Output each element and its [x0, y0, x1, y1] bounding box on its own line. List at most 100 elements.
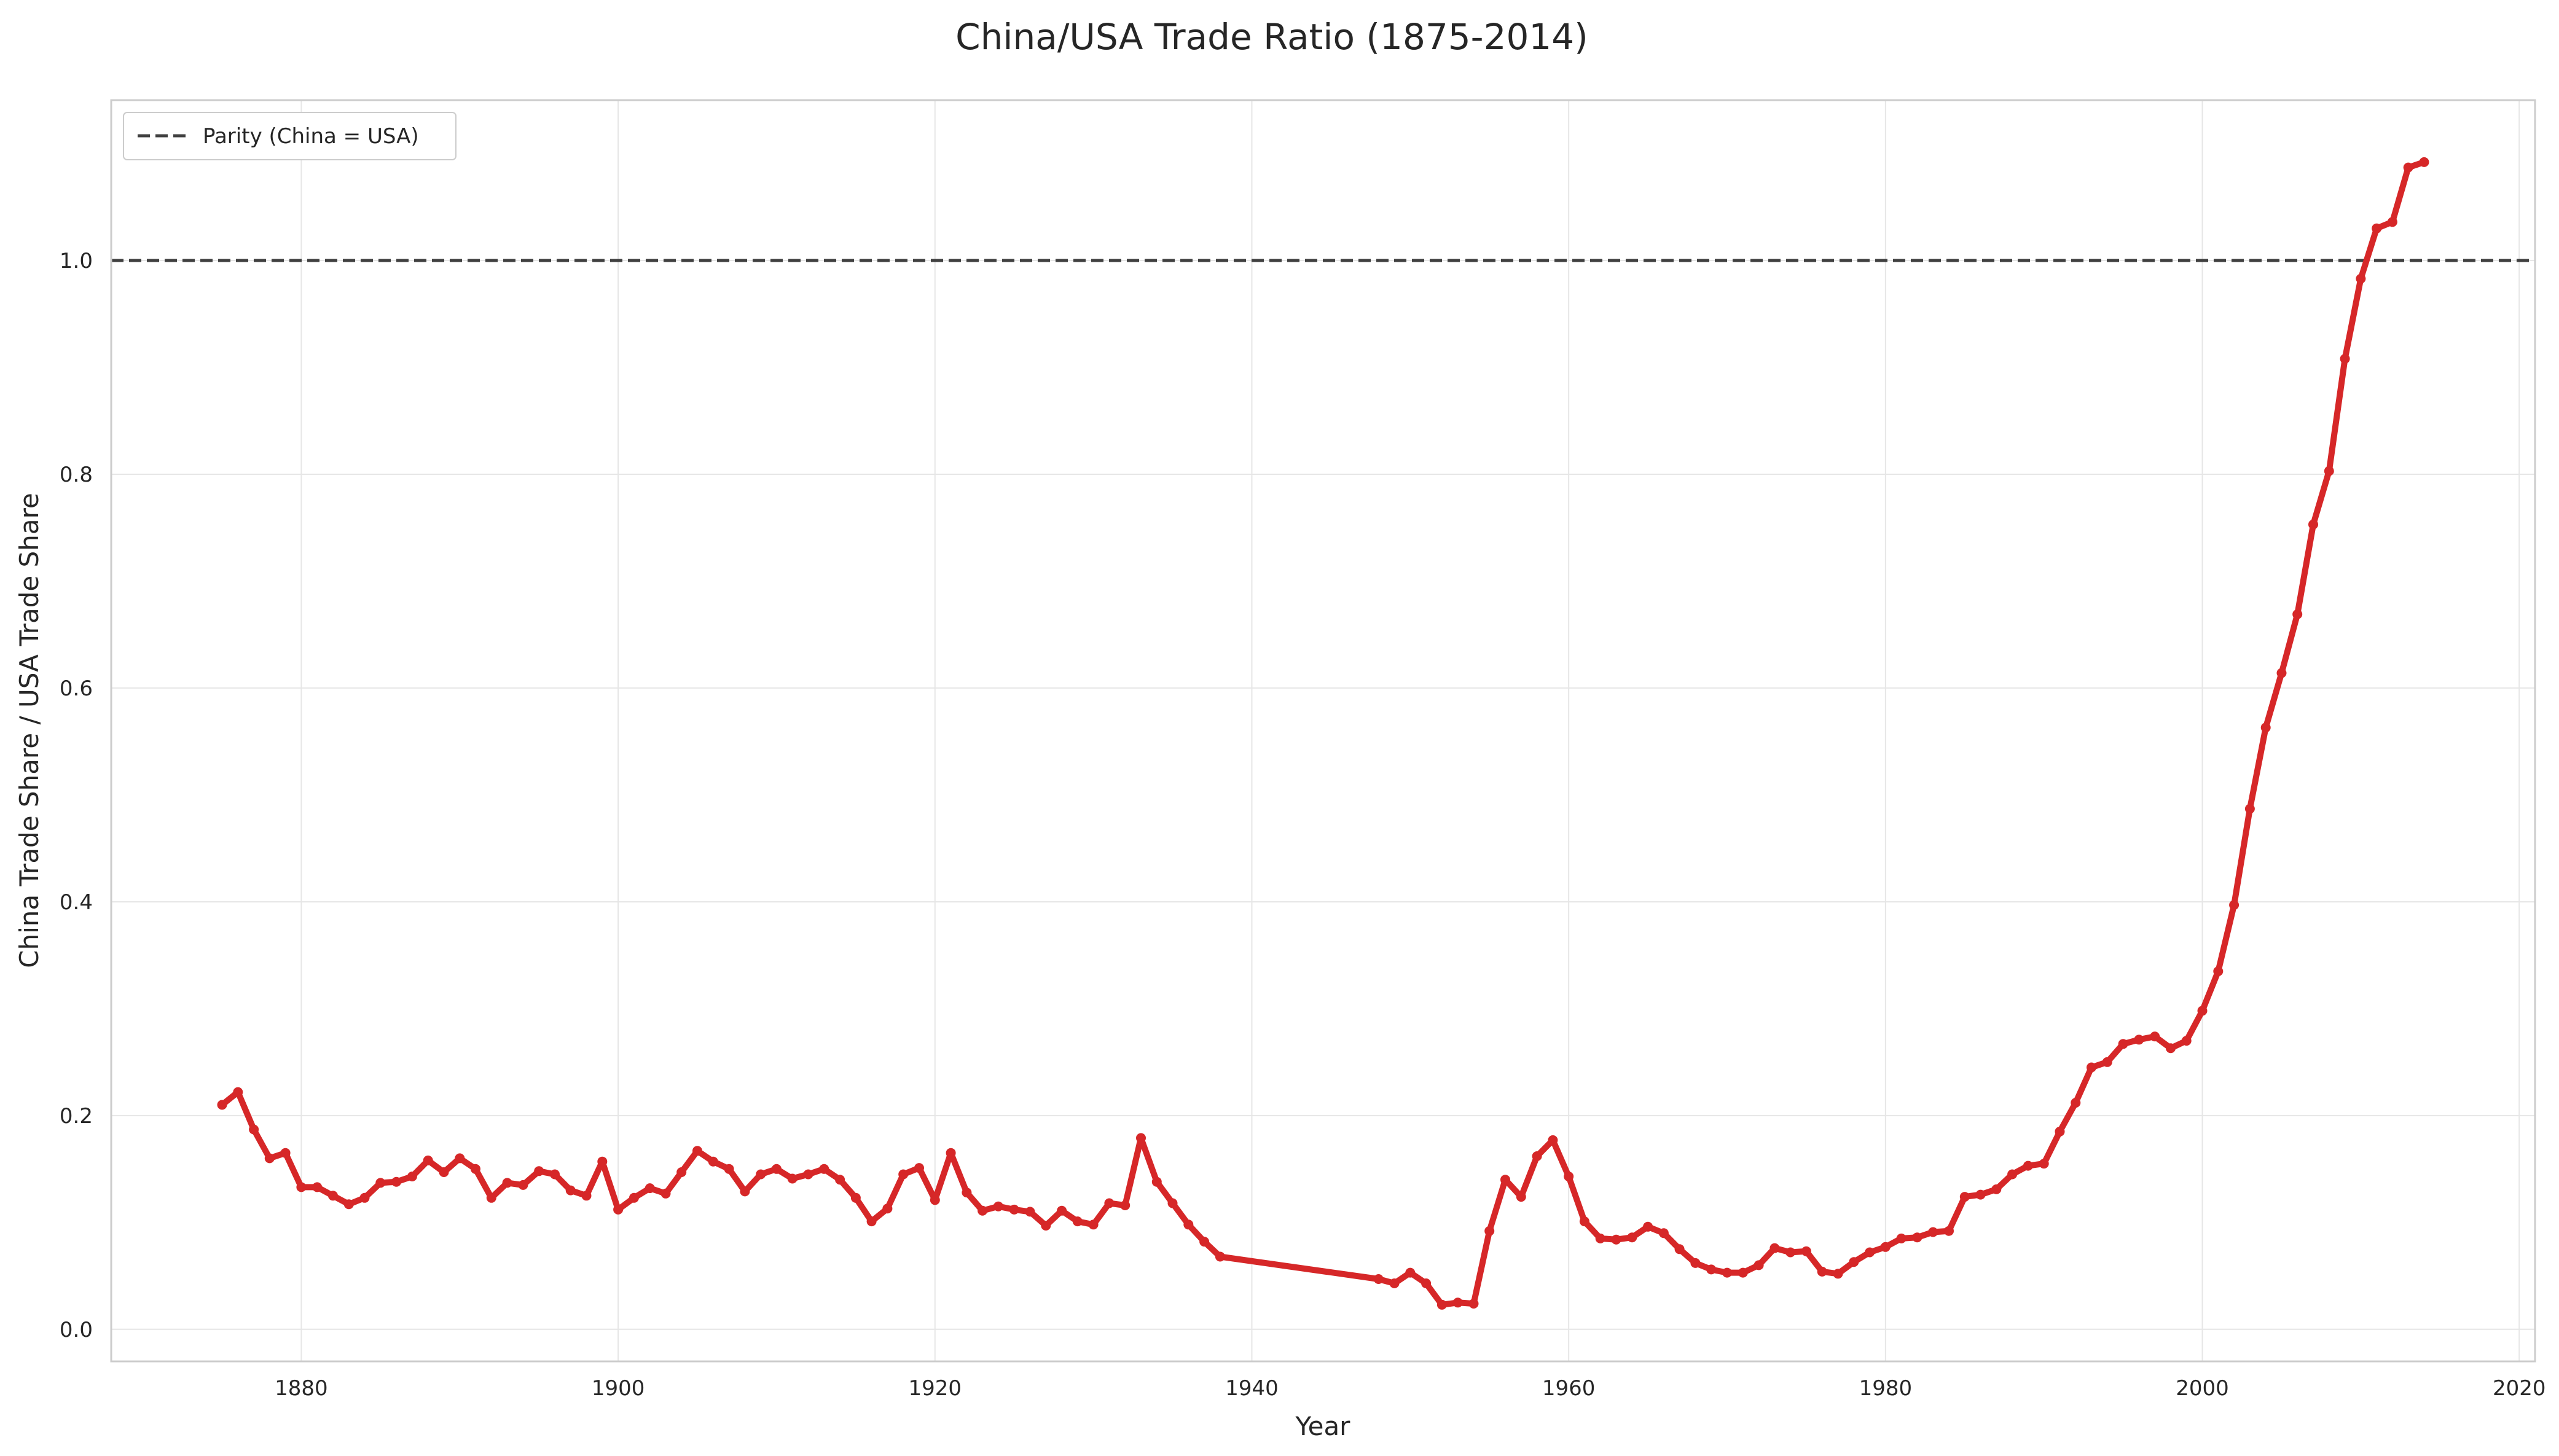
data-point: [1754, 1260, 1764, 1270]
data-point: [993, 1201, 1003, 1211]
data-point: [2023, 1160, 2033, 1171]
data-point: [2134, 1035, 2144, 1045]
data-point: [708, 1156, 718, 1167]
data-point: [1658, 1228, 1669, 1239]
x-tick-label: 2020: [2493, 1376, 2546, 1401]
legend-box: [123, 112, 457, 160]
data-point: [2102, 1057, 2112, 1067]
data-point: [1849, 1257, 1859, 1267]
data-point: [264, 1153, 275, 1164]
data-point: [1579, 1216, 1589, 1227]
data-point: [771, 1164, 782, 1174]
data-point: [581, 1191, 592, 1201]
data-point: [1104, 1198, 1115, 1208]
y-tick-label: 1.0: [60, 249, 93, 273]
data-point: [1627, 1232, 1637, 1243]
data-point: [2055, 1126, 2065, 1137]
data-point: [1436, 1299, 1447, 1310]
data-point: [1120, 1200, 1131, 1210]
series-line: [219, 159, 2428, 1308]
data-point: [1896, 1233, 1907, 1243]
data-point: [1548, 1135, 1558, 1145]
data-point: [2071, 1098, 2081, 1108]
data-point: [217, 1100, 227, 1110]
x-tick-label: 1940: [1225, 1376, 1279, 1401]
data-point: [835, 1175, 845, 1185]
data-point: [2229, 900, 2240, 910]
data-point: [2403, 162, 2413, 173]
data-point: [660, 1188, 671, 1199]
data-point: [2292, 609, 2303, 619]
data-point: [882, 1204, 893, 1214]
data-point: [1975, 1189, 1986, 1200]
data-point: [1738, 1267, 1748, 1278]
data-point: [423, 1155, 433, 1165]
data-point: [2308, 519, 2318, 530]
data-point: [312, 1182, 323, 1192]
y-tick-label: 0.4: [60, 890, 93, 915]
data-point: [1785, 1247, 1796, 1258]
data-point: [2197, 1006, 2208, 1016]
data-point: [1167, 1198, 1178, 1208]
data-point: [740, 1186, 750, 1197]
data-point: [2181, 1036, 2192, 1046]
data-point: [850, 1192, 861, 1203]
data-point: [803, 1169, 813, 1180]
data-point: [1215, 1251, 1225, 1262]
data-point: [1833, 1269, 1843, 1279]
data-point: [787, 1173, 797, 1184]
y-tick-label: 0.2: [60, 1104, 93, 1129]
data-point: [2260, 722, 2271, 733]
data-point: [2419, 157, 2429, 167]
data-point: [1452, 1297, 1463, 1308]
data-point: [2039, 1159, 2049, 1169]
data-point: [645, 1183, 655, 1194]
data-point: [518, 1180, 528, 1190]
data-point: [1500, 1175, 1510, 1185]
data-point: [1643, 1221, 1653, 1232]
data-point: [486, 1192, 496, 1203]
data-point: [471, 1164, 480, 1174]
data-point: [1025, 1207, 1035, 1217]
x-tick-label: 1920: [909, 1376, 962, 1401]
data-point: [613, 1204, 624, 1215]
data-point: [328, 1191, 338, 1201]
data-point: [534, 1166, 544, 1176]
data-point: [2150, 1031, 2160, 1042]
data-point: [375, 1178, 386, 1188]
data-point: [1706, 1264, 1717, 1275]
data-point: [1072, 1216, 1083, 1227]
data-point: [1405, 1267, 1416, 1278]
data-point: [2356, 273, 2366, 284]
data-point: [1516, 1192, 1526, 1202]
data-point: [2007, 1169, 2018, 1180]
legend: Parity (China = USA): [123, 112, 457, 160]
data-point: [1421, 1278, 1432, 1288]
data-point: [819, 1164, 829, 1174]
data-point: [724, 1164, 734, 1174]
data-point: [1959, 1192, 1970, 1202]
data-point: [2244, 804, 2255, 814]
data-point: [597, 1156, 608, 1167]
data-point: [233, 1087, 243, 1097]
data-point: [978, 1205, 988, 1216]
data-point: [502, 1178, 512, 1188]
data-point: [1484, 1226, 1495, 1236]
data-point: [1088, 1219, 1099, 1230]
data-point: [280, 1148, 291, 1158]
x-axis-ticks: 1880 1900 1920 1940 1960 1980 2000 2020: [275, 1376, 2545, 1401]
series-layer: [217, 157, 2429, 1310]
data-point: [1151, 1176, 1162, 1187]
data-point: [565, 1185, 576, 1196]
data-point: [1057, 1205, 1067, 1216]
data-point: [1912, 1232, 1922, 1243]
y-tick-label: 0.8: [60, 463, 93, 487]
data-point: [249, 1124, 259, 1135]
data-point: [1769, 1243, 1780, 1253]
data-point: [1468, 1299, 1479, 1309]
y-tick-label: 0.6: [60, 676, 93, 701]
data-point: [1183, 1219, 1194, 1230]
legend-entry-parity: Parity (China = USA): [203, 124, 419, 149]
data-point: [1564, 1172, 1574, 1181]
